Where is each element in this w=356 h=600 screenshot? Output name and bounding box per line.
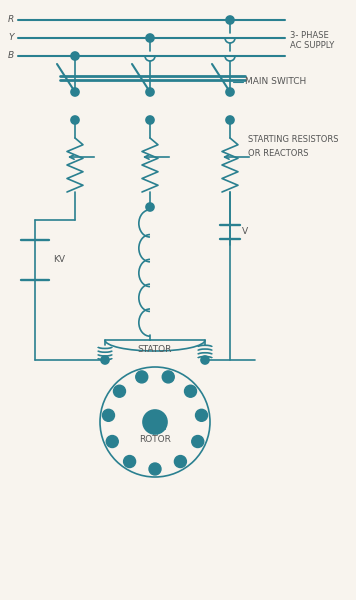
- Text: AC SUPPLY: AC SUPPLY: [290, 41, 334, 50]
- Circle shape: [71, 52, 79, 60]
- Circle shape: [146, 88, 154, 96]
- Circle shape: [226, 116, 234, 124]
- Text: MAIN SWITCH: MAIN SWITCH: [245, 77, 306, 86]
- Circle shape: [192, 436, 204, 448]
- Circle shape: [162, 371, 174, 383]
- Text: 3- PHASE: 3- PHASE: [290, 31, 329, 40]
- Circle shape: [146, 34, 154, 42]
- Circle shape: [124, 455, 136, 467]
- Text: KV: KV: [53, 256, 65, 265]
- Circle shape: [149, 463, 161, 475]
- Circle shape: [146, 116, 154, 124]
- Text: R: R: [8, 16, 14, 25]
- Circle shape: [136, 371, 148, 383]
- Text: STARTING RESISTORS: STARTING RESISTORS: [248, 136, 339, 145]
- Text: B: B: [8, 52, 14, 61]
- Text: OR REACTORS: OR REACTORS: [248, 148, 309, 157]
- Circle shape: [226, 88, 234, 96]
- Circle shape: [103, 409, 115, 421]
- Circle shape: [114, 385, 125, 397]
- Circle shape: [201, 356, 209, 364]
- Circle shape: [226, 16, 234, 24]
- Circle shape: [195, 409, 208, 421]
- Text: Y: Y: [9, 34, 14, 43]
- Circle shape: [146, 203, 154, 211]
- Circle shape: [71, 116, 79, 124]
- Text: ROTOR: ROTOR: [139, 436, 171, 445]
- Circle shape: [174, 455, 187, 467]
- Circle shape: [143, 410, 167, 434]
- Text: STATOR: STATOR: [138, 346, 172, 355]
- Text: V: V: [242, 227, 248, 236]
- Circle shape: [71, 88, 79, 96]
- Circle shape: [101, 356, 109, 364]
- Circle shape: [106, 436, 118, 448]
- Circle shape: [184, 385, 197, 397]
